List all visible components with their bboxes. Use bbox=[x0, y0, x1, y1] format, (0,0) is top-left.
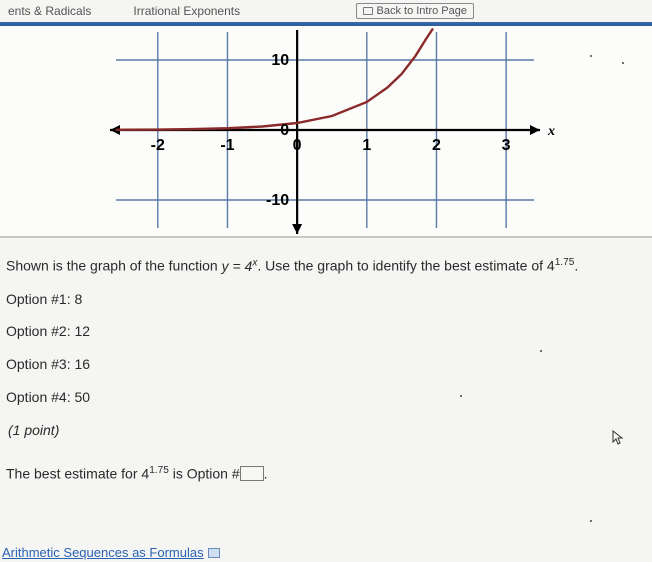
points-label: (1 point) bbox=[8, 421, 646, 440]
svg-text:0: 0 bbox=[280, 122, 289, 139]
arithmetic-sequences-link[interactable]: Arithmetic Sequences as Formulas bbox=[0, 545, 220, 560]
function-graph: -2-10123-10010x bbox=[0, 26, 652, 238]
svg-text:0: 0 bbox=[293, 137, 302, 154]
page-icon bbox=[363, 7, 373, 15]
svg-text:1: 1 bbox=[362, 137, 371, 154]
doc-icon bbox=[208, 548, 220, 558]
answer-input[interactable] bbox=[240, 466, 264, 481]
option-row: Option #1: 8 bbox=[6, 290, 646, 309]
svg-text:x: x bbox=[547, 124, 555, 139]
svg-text:3: 3 bbox=[502, 137, 511, 154]
back-to-intro-button[interactable]: Back to Intro Page bbox=[356, 3, 475, 19]
breadcrumb-right: Irrational Exponents bbox=[133, 4, 240, 18]
answer-prompt: The best estimate for 41.75 is Option #. bbox=[6, 464, 646, 484]
svg-text:2: 2 bbox=[432, 137, 441, 154]
option-row: Option #3: 16 bbox=[6, 355, 646, 374]
back-to-intro-label: Back to Intro Page bbox=[377, 5, 468, 17]
question-text: Shown is the graph of the function y = 4… bbox=[6, 256, 646, 276]
graph-panel: -2-10123-10010x bbox=[0, 26, 652, 238]
svg-text:-2: -2 bbox=[151, 137, 165, 154]
svg-text:-10: -10 bbox=[266, 192, 289, 209]
svg-text:10: 10 bbox=[271, 52, 289, 69]
option-row: Option #4: 50 bbox=[6, 388, 646, 407]
option-row: Option #2: 12 bbox=[6, 322, 646, 341]
breadcrumb-left: ents & Radicals bbox=[8, 4, 91, 18]
svg-text:-1: -1 bbox=[220, 137, 234, 154]
